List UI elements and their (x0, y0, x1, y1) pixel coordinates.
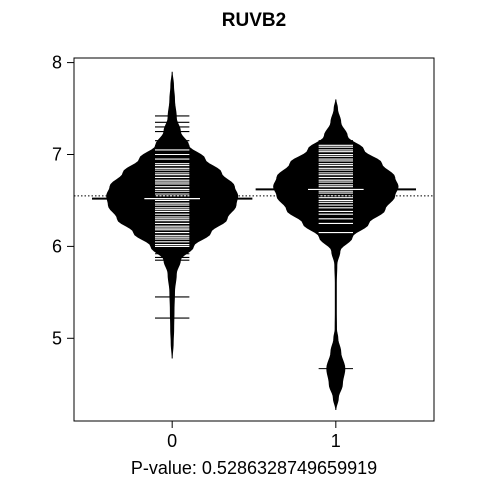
axes-layer: 5 6 7 8 0 1 (52, 53, 435, 451)
chart-title: RUVB2 (222, 10, 286, 31)
plot-box (73, 57, 435, 422)
bean-shape-0 (106, 71, 239, 359)
beans-layer (92, 71, 416, 411)
x-axis-label: P-value: 0.5286328749659919 (131, 458, 377, 478)
x-tick-label: 0 (167, 431, 177, 451)
y-tick-label: 6 (52, 236, 62, 256)
y-tick-label: 5 (52, 328, 62, 348)
y-tick-label: 7 (52, 144, 62, 164)
y-tick-label: 8 (52, 53, 62, 73)
x-tick-label: 1 (331, 431, 341, 451)
bean-shape-1 (273, 99, 399, 411)
